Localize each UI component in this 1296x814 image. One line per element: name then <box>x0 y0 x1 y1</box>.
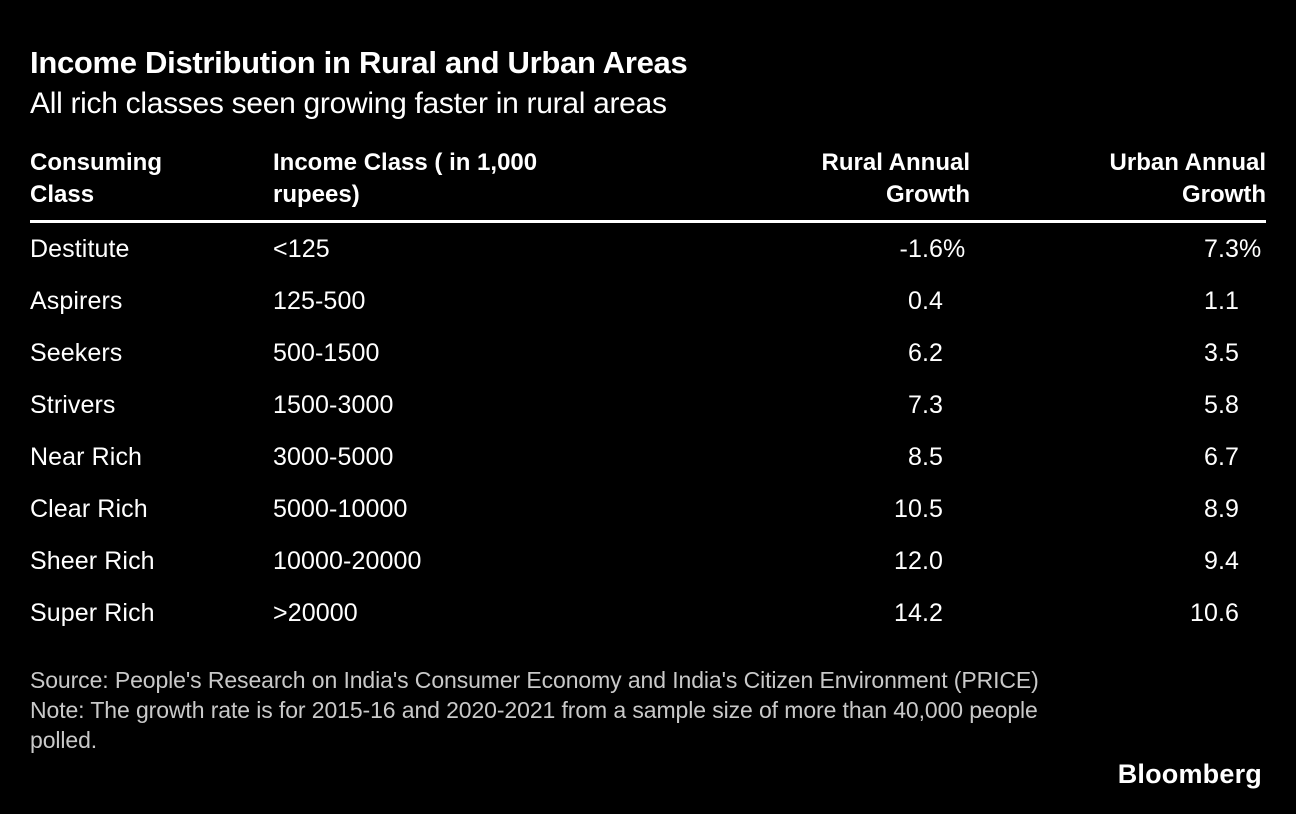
column-header-consuming-class: Consuming Class <box>30 147 273 211</box>
cell-consuming-class: Seekers <box>30 338 123 367</box>
urban-growth-value: 6.7 <box>1203 442 1239 471</box>
column-header-rural-growth: Rural Annual Growth <box>750 147 970 211</box>
table-row: Super Rich >20000 14.2 10.6 <box>30 587 1266 639</box>
cell-rural-growth: 6.2 <box>750 339 970 368</box>
table-header-row: Consuming Class Income Class ( in 1,000 … <box>30 147 1266 211</box>
cell-consuming-class: Clear Rich <box>30 494 148 523</box>
cell-consuming-class: Aspirers <box>30 286 123 315</box>
rural-growth-value: 14.2 <box>893 598 943 627</box>
cell-income-class: 10000-20000 <box>273 546 422 575</box>
table-body: Destitute <125 -1.6% 7.3% Aspirers 125-5… <box>30 223 1266 639</box>
table-row: Near Rich 3000-5000 8.5 6.7 <box>30 431 1266 483</box>
cell-consuming-class: Strivers <box>30 390 116 419</box>
urban-growth-value: 8.9 <box>1203 494 1239 523</box>
cell-urban-growth: 8.9 <box>970 495 1266 524</box>
cell-consuming-class: Super Rich <box>30 598 155 627</box>
page-subtitle: All rich classes seen growing faster in … <box>30 87 667 120</box>
rural-growth-value: -1.6 <box>899 234 943 263</box>
cell-income-class: 3000-5000 <box>273 442 394 471</box>
column-header-label: Consuming Class <box>30 149 162 208</box>
urban-growth-value: 7.3 <box>1203 234 1239 263</box>
rural-growth-value: 8.5 <box>907 442 943 471</box>
cell-urban-growth: 7.3% <box>970 235 1266 264</box>
cell-income-class: 5000-10000 <box>273 494 408 523</box>
page-title: Income Distribution in Rural and Urban A… <box>30 45 688 80</box>
rural-growth-unit: % <box>943 234 966 263</box>
cell-consuming-class: Destitute <box>30 234 130 263</box>
column-header-label: Urban Annual Growth <box>1109 149 1266 208</box>
urban-growth-value: 5.8 <box>1203 390 1239 419</box>
bloomberg-logo: Bloomberg <box>1117 759 1262 789</box>
cell-urban-growth: 9.4 <box>970 547 1266 576</box>
cell-rural-growth: 8.5 <box>750 443 970 472</box>
column-header-urban-growth: Urban Annual Growth <box>970 147 1266 211</box>
column-header-label: Income Class ( in 1,000 rupees) <box>273 149 538 208</box>
column-header-label: Rural Annual Growth <box>821 149 970 208</box>
rural-growth-value: 12.0 <box>893 546 943 575</box>
cell-rural-growth: 12.0 <box>750 547 970 576</box>
footnotes: Source: People's Research on India's Con… <box>30 665 1042 755</box>
cell-income-class: 1500-3000 <box>273 390 394 419</box>
cell-rural-growth: 0.4 <box>750 287 970 316</box>
cell-rural-growth: -1.6% <box>750 235 970 264</box>
cell-urban-growth: 1.1 <box>970 287 1266 316</box>
cell-income-class: >20000 <box>273 598 358 627</box>
rural-growth-value: 6.2 <box>907 338 943 367</box>
cell-urban-growth: 6.7 <box>970 443 1266 472</box>
header-divider <box>30 220 1266 223</box>
cell-rural-growth: 10.5 <box>750 495 970 524</box>
rural-growth-value: 10.5 <box>893 494 943 523</box>
cell-urban-growth: 5.8 <box>970 391 1266 420</box>
table-row: Strivers 1500-3000 7.3 5.8 <box>30 379 1266 431</box>
urban-growth-value: 3.5 <box>1203 338 1239 367</box>
cell-income-class: <125 <box>273 234 330 263</box>
cell-consuming-class: Near Rich <box>30 442 143 471</box>
table-row: Aspirers 125-500 0.4 1.1 <box>30 275 1266 327</box>
rural-growth-value: 0.4 <box>907 286 943 315</box>
table-row: Sheer Rich 10000-20000 12.0 9.4 <box>30 535 1266 587</box>
column-header-income-class: Income Class ( in 1,000 rupees) <box>273 147 750 211</box>
cell-urban-growth: 3.5 <box>970 339 1266 368</box>
cell-rural-growth: 7.3 <box>750 391 970 420</box>
table-row: Destitute <125 -1.6% 7.3% <box>30 223 1266 275</box>
cell-income-class: 125-500 <box>273 286 366 315</box>
cell-consuming-class: Sheer Rich <box>30 546 155 575</box>
urban-growth-value: 1.1 <box>1203 286 1239 315</box>
urban-growth-value: 9.4 <box>1203 546 1239 575</box>
rural-growth-value: 7.3 <box>907 390 943 419</box>
table-row: Seekers 500-1500 6.2 3.5 <box>30 327 1266 379</box>
note-text: Note: The growth rate is for 2015-16 and… <box>30 697 1038 753</box>
cell-urban-growth: 10.6 <box>970 599 1266 628</box>
table-row: Clear Rich 5000-10000 10.5 8.9 <box>30 483 1266 535</box>
urban-growth-value: 10.6 <box>1189 598 1239 627</box>
urban-growth-unit: % <box>1239 234 1262 263</box>
source-text: Source: People's Research on India's Con… <box>30 667 1039 693</box>
cell-income-class: 500-1500 <box>273 338 380 367</box>
cell-rural-growth: 14.2 <box>750 599 970 628</box>
